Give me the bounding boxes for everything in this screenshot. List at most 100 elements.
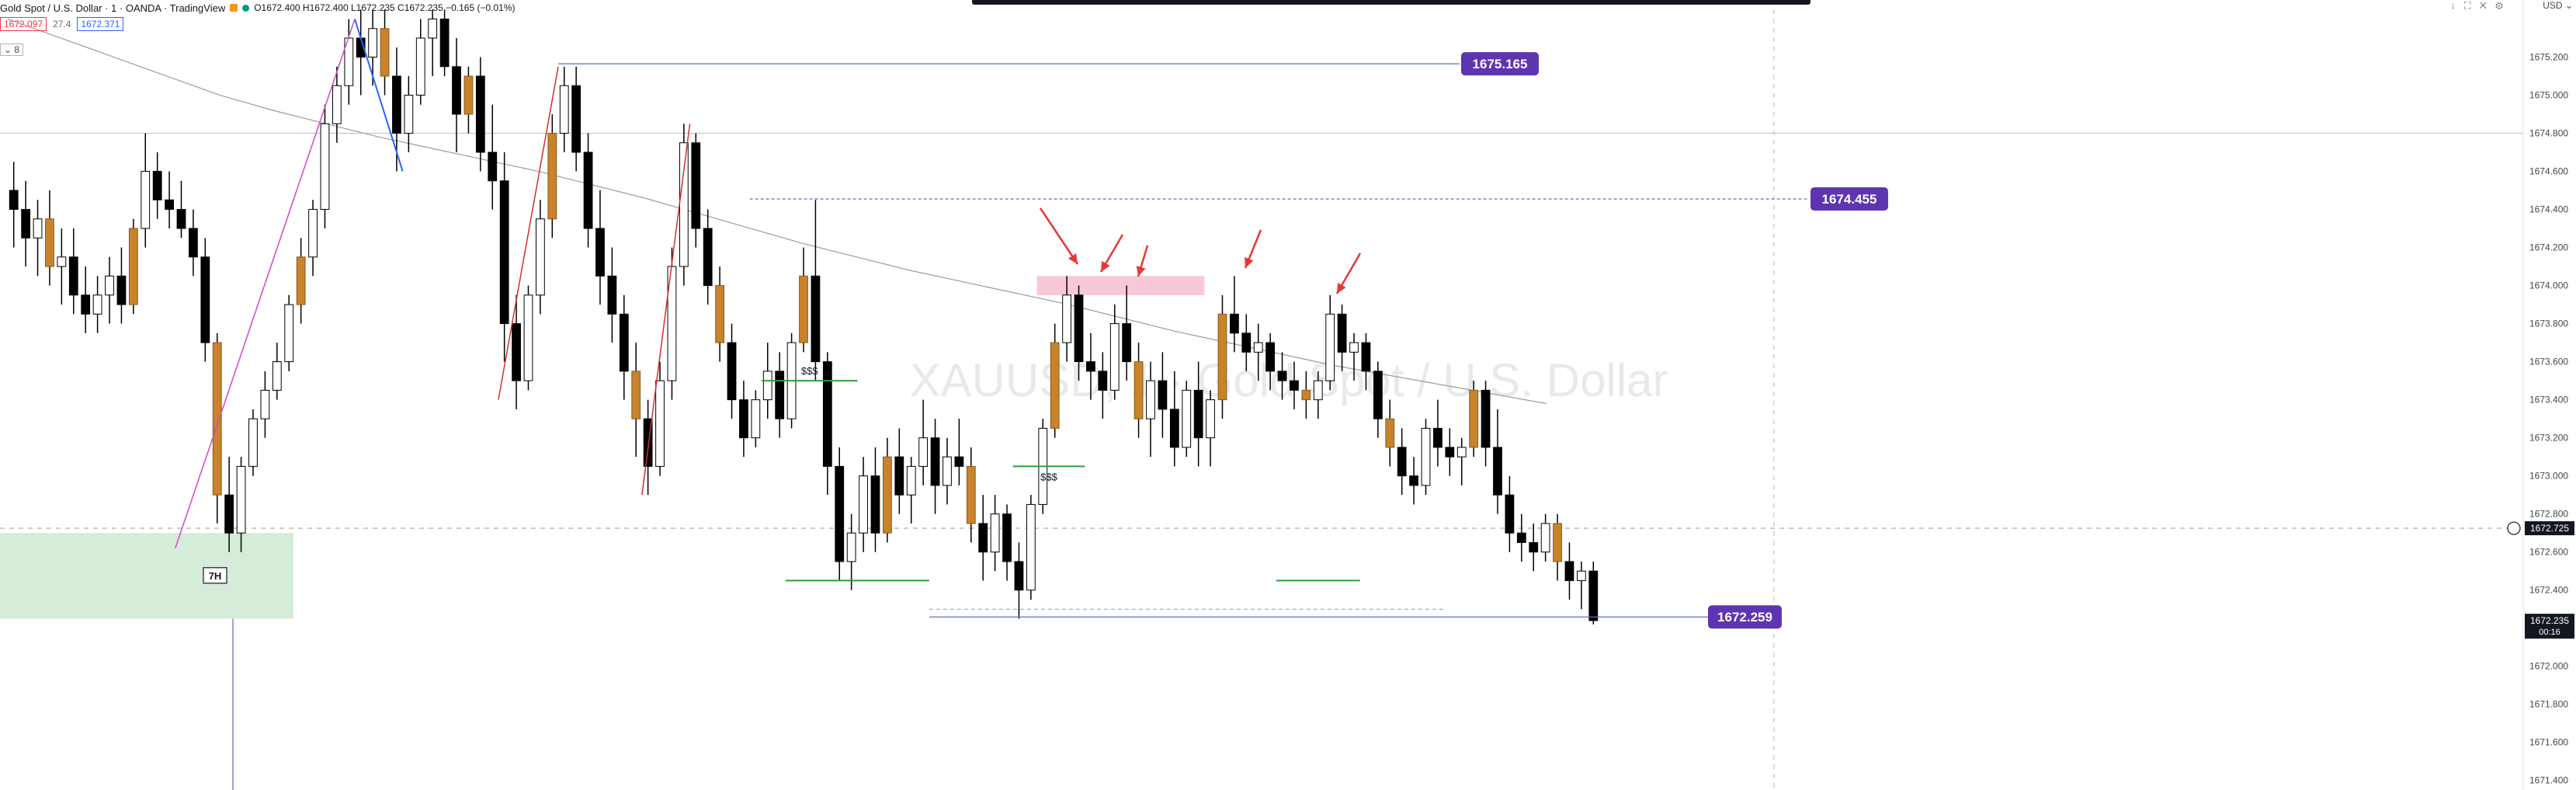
- candle-body: [248, 418, 258, 467]
- axis-tick-label: 1672.800: [2529, 509, 2568, 520]
- candle-body: [1169, 409, 1179, 448]
- chart-header: Gold Spot / U.S. Dollar · 1 · OANDA · Tr…: [0, 0, 515, 16]
- candle-body: [1206, 399, 1215, 439]
- window-controls[interactable]: ↓ ⛶ ✕ ⚙: [2450, 0, 2506, 11]
- axis-tick-label: 1673.200: [2529, 433, 2568, 444]
- candle-body: [21, 209, 31, 238]
- candle-body: [1540, 523, 1550, 553]
- sell-price[interactable]: 1672.097: [0, 17, 47, 31]
- liquidity-label-1: $$$: [801, 365, 818, 377]
- candle-body: [571, 85, 582, 153]
- axis-tick-label: 1672.600: [2529, 547, 2568, 558]
- candle-body: [1182, 389, 1192, 448]
- drawings[interactable]: $$$ $$$ 7H: [175, 19, 1809, 618]
- ohlc-values: O1672.400 H1672.400 L1672.235 C1672.235 …: [254, 2, 516, 13]
- zone-label-box: [203, 567, 227, 584]
- candle-body: [1109, 323, 1120, 391]
- chevron-down-icon: ⌄: [2564, 0, 2573, 11]
- red-arrow-head: [1101, 261, 1110, 272]
- candle-body: [978, 523, 988, 553]
- axis-tick-label: 1675.200: [2529, 52, 2568, 63]
- axis-bg: [2523, 0, 2576, 790]
- candle-body: [943, 456, 952, 486]
- candle-body: [559, 85, 569, 134]
- red-arrow-head: [1068, 253, 1078, 264]
- candle-body: [176, 209, 186, 229]
- symbol-title[interactable]: Gold Spot / U.S. Dollar · 1 · OANDA · Tr…: [0, 2, 226, 14]
- candle-body: [643, 418, 653, 467]
- candle-body: [1516, 532, 1526, 543]
- axis-tick-label: 1671.400: [2529, 775, 2568, 786]
- candle-body: [954, 456, 964, 467]
- axis-tick-label: 1673.800: [2529, 318, 2568, 329]
- candle-body: [1576, 570, 1586, 581]
- axis-tick-label: 1674.200: [2529, 242, 2568, 253]
- candle-body: [236, 465, 246, 534]
- sma-line: [7, 18, 1547, 405]
- axis-tick-label: 1672.400: [2529, 585, 2568, 596]
- candle-body: [1241, 332, 1252, 353]
- candle-body: [883, 456, 892, 534]
- candle-body: [990, 513, 1000, 553]
- candle-body: [1445, 447, 1455, 458]
- candle-body: [45, 218, 54, 267]
- candle-body: [727, 342, 737, 401]
- candle-body: [835, 465, 845, 562]
- candle-body: [703, 228, 713, 287]
- candle-body: [392, 75, 401, 134]
- candle-body: [1301, 389, 1311, 401]
- trend-line-red-2: [641, 124, 691, 496]
- candle-body: [33, 218, 43, 238]
- candle-body: [1253, 342, 1263, 353]
- candle-body: [57, 256, 67, 267]
- buy-price[interactable]: 1672.371: [77, 17, 124, 31]
- spread-value: 27.4: [53, 19, 71, 30]
- candle-body: [404, 95, 414, 134]
- candle-body: [822, 361, 832, 467]
- price-axis[interactable]: 1671.4001671.6001671.8001672.0001672.200…: [2522, 0, 2576, 790]
- axis-tick-label: 1675.000: [2529, 90, 2568, 101]
- candle-body: [116, 275, 127, 305]
- candle-body: [512, 323, 521, 381]
- candle-body: [1313, 380, 1323, 401]
- sma-polyline: [7, 18, 1547, 405]
- candle-body: [1373, 371, 1383, 419]
- candle-body: [655, 380, 665, 467]
- candle-body: [320, 123, 330, 211]
- candle-body: [81, 294, 91, 315]
- candle-body: [1361, 342, 1371, 372]
- candle-body: [380, 28, 390, 77]
- level-label-1674-bg: [1810, 187, 1888, 211]
- candle-body: [583, 151, 593, 229]
- annotation-zones: [0, 276, 1205, 619]
- candle-body: [691, 142, 701, 229]
- symbol-watermark: XAUUSD, 1 · Gold Spot / U.S. Dollar: [910, 354, 1668, 406]
- candle-body: [141, 171, 151, 229]
- candle-body: [1122, 323, 1132, 363]
- drawing-toolbar[interactable]: [972, 0, 1810, 5]
- candle-body: [152, 171, 162, 200]
- candle-body: [595, 228, 605, 277]
- candle-body: [428, 19, 438, 39]
- candle-body: [499, 180, 509, 325]
- supply-zone: [1036, 276, 1205, 295]
- candle-body: [906, 465, 916, 496]
- currency-selector[interactable]: USD ⌄: [2543, 0, 2573, 11]
- candle-body: [1529, 541, 1539, 553]
- candle-body: [415, 37, 425, 96]
- price-labels: 1675.165 1674.455 1672.259 1672.725 1672.235…: [1461, 52, 2574, 639]
- candle-body: [165, 199, 174, 211]
- candle-body: [296, 256, 306, 305]
- axis-tick-label: 1671.800: [2529, 699, 2568, 710]
- candle-body: [536, 218, 545, 296]
- candles[interactable]: [9, 9, 1599, 625]
- candle-body: [1337, 313, 1347, 353]
- axis-tick-label: 1672.000: [2529, 661, 2568, 672]
- candle-body: [1421, 427, 1431, 486]
- axis-tick-label: 1673.400: [2529, 395, 2568, 405]
- candle-body: [1588, 570, 1599, 621]
- candle-body: [1277, 371, 1287, 381]
- indicator-collapse-button[interactable]: ⌄ 8: [0, 44, 24, 56]
- candle-body: [1481, 389, 1491, 448]
